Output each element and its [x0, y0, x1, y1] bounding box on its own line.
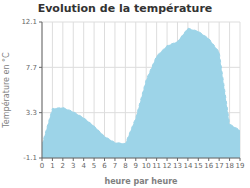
svg-text:12.1: 12.1	[21, 18, 37, 26]
svg-text:0: 0	[40, 162, 44, 170]
svg-text:8: 8	[123, 162, 127, 170]
svg-text:7.7: 7.7	[26, 64, 37, 72]
svg-text:18: 18	[225, 162, 234, 170]
svg-text:2: 2	[61, 162, 65, 170]
svg-text:Température en °C: Température en °C	[8, 52, 11, 129]
svg-text:13: 13	[173, 162, 182, 170]
html-text:Evolution de la température: Evolution de la température	[37, 2, 213, 15]
svg-text:7: 7	[113, 162, 117, 170]
svg-text:3: 3	[71, 162, 75, 170]
svg-text:heure par heure: heure par heure	[104, 177, 178, 186]
svg-text:-1.1: -1.1	[23, 154, 37, 162]
svg-text:10: 10	[142, 162, 151, 170]
svg-text:5: 5	[92, 162, 96, 170]
svg-text:17: 17	[215, 162, 224, 170]
svg-text:1: 1	[50, 162, 54, 170]
svg-text:3.3: 3.3	[26, 109, 37, 117]
svg-text:14: 14	[183, 162, 192, 170]
svg-text:11: 11	[152, 162, 161, 170]
svg-text:9: 9	[134, 162, 138, 170]
svg-text:4: 4	[81, 162, 86, 170]
svg-text:16: 16	[204, 162, 213, 170]
svg-text:12: 12	[163, 162, 172, 170]
svg-text:6: 6	[102, 162, 107, 170]
svg-text:15: 15	[194, 162, 203, 170]
svg-text:19: 19	[236, 162, 242, 170]
